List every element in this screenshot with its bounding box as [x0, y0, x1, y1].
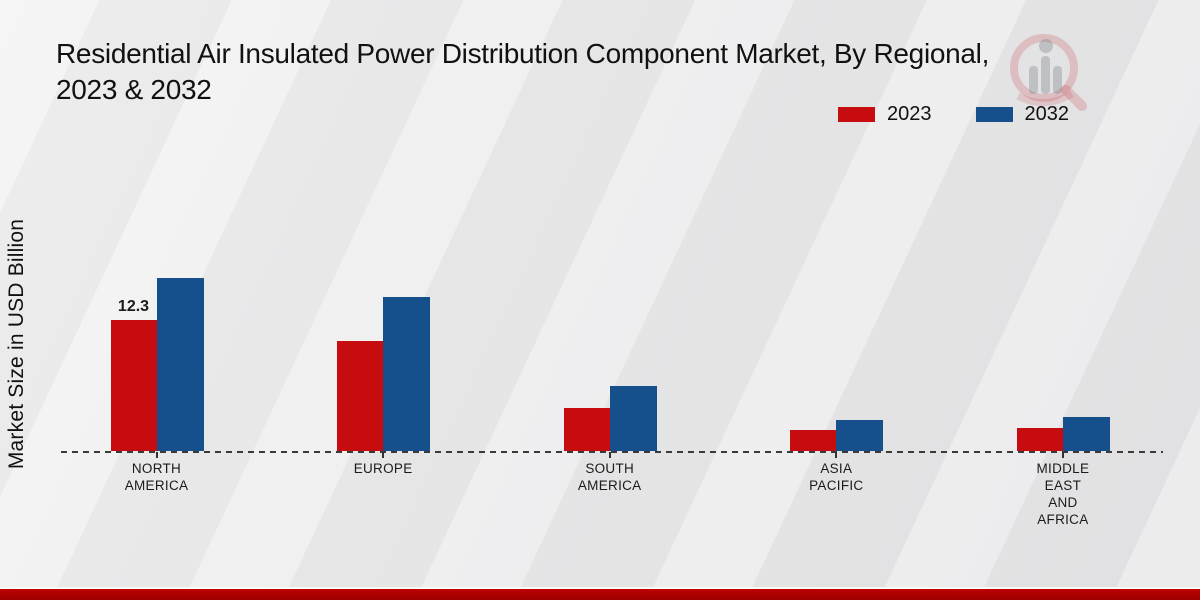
category-label-3: ASIA PACIFIC: [809, 461, 864, 493]
bar-2023-cat1: [337, 341, 384, 451]
magnifier-barchart-watermark-icon: [998, 26, 1094, 118]
legend-item-2032: 2032: [975, 103, 1070, 126]
legend-swatch-2023: [838, 107, 875, 122]
x-tick-0: [155, 452, 158, 458]
bar-2023-cat2: [563, 408, 610, 451]
legend: 2023 2032: [838, 103, 1069, 126]
x-tick-1: [382, 452, 385, 458]
category-label-4: MIDDLE EAST AND AFRICA: [1036, 461, 1090, 527]
category-label-0: NORTH AMERICA: [124, 461, 189, 493]
bar-2032-cat2: [609, 386, 657, 451]
chart-title: Residential Air Insulated Power Distribu…: [56, 38, 990, 105]
category-label-2: SOUTH AMERICA: [577, 461, 642, 493]
zero-baseline: [61, 451, 1163, 453]
bar-2032-cat0: [156, 278, 204, 451]
legend-label-2023: 2023: [887, 103, 932, 125]
bar-2023-cat0: [110, 320, 157, 451]
x-tick-4: [1061, 452, 1064, 458]
bar-value-label: 12.3: [117, 298, 150, 315]
legend-label-2032: 2032: [1024, 103, 1070, 125]
bar-2032-cat3: [836, 420, 884, 451]
footer-accent-band: [0, 587, 1200, 600]
bar-2032-cat1: [383, 297, 431, 451]
x-tick-2: [608, 452, 611, 458]
x-tick-3: [835, 452, 838, 458]
bar-2023-cat3: [790, 430, 837, 451]
bar-2032-cat4: [1062, 417, 1110, 451]
category-label-1: EUROPE: [353, 461, 413, 476]
legend-swatch-2032: [975, 107, 1013, 122]
legend-item-2023: 2023: [838, 103, 932, 126]
bar-2023-cat4: [1016, 428, 1063, 451]
